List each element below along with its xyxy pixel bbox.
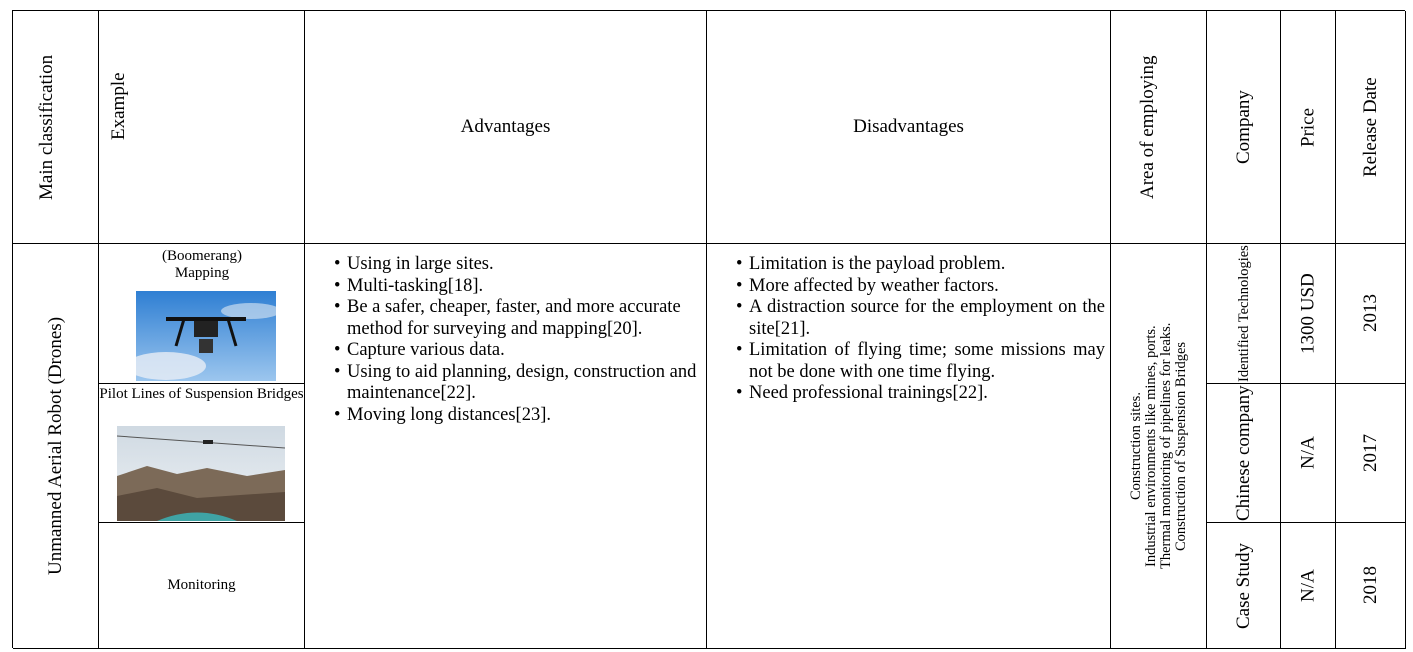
release-date-cell: 2013 (1336, 244, 1406, 384)
area-item: Thermal monitoring of pipelines for leak… (1158, 322, 1174, 570)
price-cell: 1300 USD (1281, 244, 1336, 384)
header-cell: Area of employing (1111, 11, 1207, 244)
disadvantages-cell: Limitation is the payload problem.More a… (707, 244, 1111, 649)
example-label: (Boomerang) Mapping (162, 248, 242, 281)
text: Area of employing (1137, 55, 1158, 199)
company-cell: Identified Technologies (1207, 244, 1281, 384)
price: 1300 USD (1297, 273, 1319, 354)
bridge-photo (117, 426, 285, 521)
disadvantage-item: Need professional trainings[22]. (736, 383, 1105, 405)
area-cell: Construction sites. Industrial environmen… (1111, 244, 1207, 649)
text: Main classification (36, 54, 57, 200)
advantages-list: Using in large sites.Multi-tasking[18].B… (329, 254, 699, 426)
example-cell: Pilot Lines of Suspension Bridges (99, 384, 305, 523)
disadvantage-item: More affected by weather factors. (736, 276, 1105, 298)
release-date-cell: 2017 (1336, 384, 1406, 523)
header-advantages: Advantages (460, 116, 551, 137)
header-cell: Release Date (1336, 11, 1406, 244)
header-cell: Main classification (13, 11, 99, 244)
release-date: 2017 (1360, 434, 1381, 472)
release-date: 2018 (1360, 566, 1381, 605)
price: N/A (1297, 436, 1319, 470)
example-cell: (Boomerang) Mapping (99, 244, 305, 384)
area-item: Construction of Suspension Bridges (1173, 341, 1189, 551)
release-date: 2013 (1360, 294, 1381, 333)
example-label: Pilot Lines of Suspension Bridges (99, 386, 304, 402)
company: Identified Technologies (1236, 245, 1252, 382)
advantage-item: Moving long distances[23]. (334, 405, 699, 427)
header-release-date: Release Date (1360, 77, 1381, 177)
price-cell: N/A (1281, 523, 1336, 649)
advantage-item: Be a safer, cheaper, faster, and more ac… (334, 297, 699, 340)
advantage-item: Capture various data. (334, 340, 699, 362)
example-label: Monitoring (167, 577, 236, 593)
header-price: Price (1297, 107, 1319, 147)
release-date-cell: 2018 (1336, 523, 1406, 649)
company: Case Study (1233, 542, 1254, 629)
company: Chinese company (1233, 385, 1254, 521)
drone-photo (136, 291, 276, 381)
area-list: Construction sites. Industrial environmen… (1111, 244, 1206, 648)
table: Main classification Example Advantages D… (12, 10, 1406, 649)
advantage-item: Using in large sites. (334, 254, 699, 276)
body-cell: Unmanned Aerial Robot (Drones) (13, 244, 99, 649)
header-company: Company (1233, 90, 1254, 164)
main-classification: Unmanned Aerial Robot (Drones) (45, 316, 66, 576)
example-cell: Monitoring (99, 523, 305, 649)
disadvantages-list: Limitation is the payload problem.More a… (731, 254, 1105, 405)
disadvantage-item: Limitation is the payload problem. (736, 254, 1105, 276)
header-cell: Disadvantages (707, 11, 1111, 244)
header-cell: Advantages (305, 11, 707, 244)
advantages-cell: Using in large sites.Multi-tasking[18].B… (305, 244, 707, 649)
header-example: Example (108, 72, 129, 140)
header-cell: Price (1281, 11, 1336, 244)
area-lines: Construction sites. Industrial environmen… (1128, 322, 1189, 570)
header-area: Area of employing (1111, 11, 1206, 243)
header-main-classification: Main classification (13, 11, 98, 243)
area-item: Industrial environments like mines, port… (1143, 325, 1159, 567)
header-disadvantages: Disadvantages (853, 116, 964, 137)
disadvantage-item: Limitation of flying time; some missions… (736, 340, 1105, 383)
area-item: Construction sites. (1128, 392, 1144, 500)
advantage-item: Multi-tasking[18]. (334, 276, 699, 298)
price-cell: N/A (1281, 384, 1336, 523)
price: N/A (1297, 569, 1319, 602)
disadvantage-item: A distraction source for the employment … (736, 297, 1105, 340)
company-cell: Chinese company (1207, 384, 1281, 523)
company-cell: Case Study (1207, 523, 1281, 649)
header-cell: Example (99, 11, 305, 244)
header-cell: Company (1207, 11, 1281, 244)
advantage-item: Using to aid planning, design, construct… (334, 362, 699, 405)
